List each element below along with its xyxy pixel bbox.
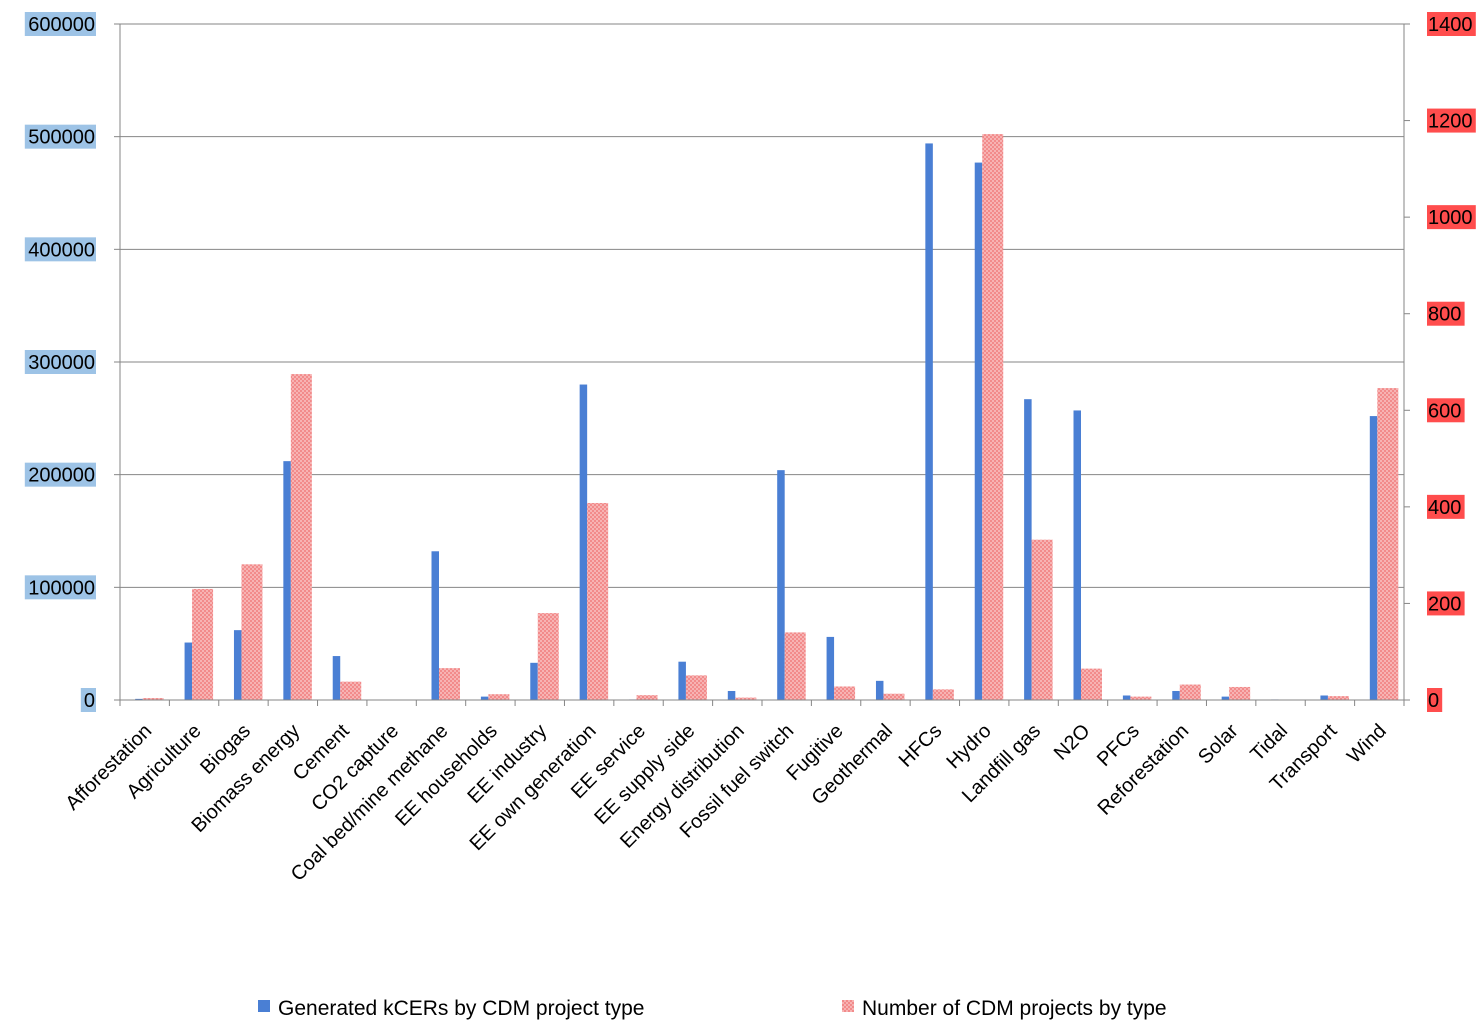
y-left-tick-label: 100000: [28, 577, 95, 599]
bar-projects: [1377, 388, 1399, 700]
axes: [114, 23, 1410, 706]
bar-kcers: [283, 461, 291, 700]
bar-kcers: [1172, 690, 1180, 700]
bar-projects: [932, 689, 954, 700]
y-right-tick-label: 1200: [1428, 111, 1473, 133]
bar-projects: [192, 588, 214, 700]
bar-projects: [1130, 696, 1152, 700]
y-right-tick-label: 0: [1428, 690, 1439, 712]
bar-projects: [241, 564, 263, 700]
bar-projects: [735, 697, 757, 700]
legend: Generated kCERs by CDM project type Numb…: [258, 997, 1167, 1020]
y-right-tick-label: 400: [1428, 497, 1461, 519]
y-left-tick-label: 400000: [28, 239, 95, 261]
bar-kcers: [1369, 416, 1378, 700]
y-right-tick-label: 1400: [1428, 14, 1473, 36]
bar-kcers: [875, 680, 884, 700]
y-right-tick-bg: [1427, 494, 1465, 519]
gridlines: [120, 23, 1404, 701]
bar-projects: [1327, 696, 1349, 700]
bar-projects: [834, 686, 856, 700]
y-left-tick-bg: [24, 350, 96, 374]
bar-projects: [1031, 539, 1053, 700]
y-left-tick-label: 600000: [28, 14, 95, 36]
bar-projects: [587, 502, 609, 700]
y-right-tick-bg: [1427, 398, 1465, 423]
y-right-tick-label: 200: [1428, 593, 1461, 615]
bar-projects: [290, 374, 312, 700]
bar-projects: [1229, 686, 1251, 700]
legend-label-projects: Number of CDM projects by type: [862, 997, 1167, 1020]
left-axis-ticks: 0 100000 200000 300000 400000 500000 600000: [24, 12, 96, 712]
category-label: Tidal: [1246, 720, 1292, 766]
legend-swatch-projects: [842, 1000, 854, 1012]
bar-kcers: [579, 384, 588, 700]
y-right-tick-label: 800: [1428, 304, 1461, 326]
y-left-tick-label: 300000: [28, 352, 95, 374]
bar-kcers: [184, 642, 193, 700]
y-right-tick-label: 1000: [1428, 207, 1473, 229]
bar-projects: [488, 694, 510, 700]
bar-kcers: [826, 636, 835, 700]
bar-projects: [439, 668, 460, 700]
bar-kcers: [431, 551, 439, 700]
y-right-tick-bg: [1427, 12, 1476, 36]
bar-kcers: [727, 690, 736, 700]
bar-kcers: [1024, 399, 1032, 700]
right-axis-ticks: 0 200 400 600 800 1000 1200 1400: [1427, 12, 1476, 712]
bar-kcers: [1320, 695, 1328, 700]
category-label: Wind: [1343, 720, 1391, 768]
bar-kcers: [925, 143, 933, 701]
legend-swatch-kcers: [258, 1000, 270, 1012]
bar-kcers: [777, 470, 785, 700]
y-right-tick-bg: [1427, 301, 1465, 326]
y-right-tick-bg: [1427, 205, 1476, 230]
y-right-tick-bg: [1427, 108, 1476, 133]
legend-label-kcers: Generated kCERs by CDM project type: [278, 997, 644, 1020]
y-left-tick-bg: [24, 462, 96, 487]
bar-projects: [982, 134, 1004, 700]
bar-projects: [784, 632, 806, 700]
bar-kcers: [480, 696, 489, 700]
bar-kcers: [135, 698, 143, 700]
category-label: Solar: [1194, 720, 1243, 769]
y-left-tick-bg: [80, 688, 96, 712]
bar-projects: [636, 695, 658, 700]
y-left-tick-bg: [24, 237, 96, 262]
bar-kcers: [1122, 695, 1131, 700]
bar-kcers: [233, 630, 242, 700]
bar-kcers: [974, 162, 983, 700]
y-left-tick-bg: [24, 12, 96, 36]
bars: [135, 134, 1399, 701]
bar-kcers: [678, 661, 686, 700]
y-left-tick-label: 0: [84, 690, 95, 712]
bar-projects: [685, 675, 707, 700]
category-label: HFCs: [895, 720, 947, 772]
bar-kcers: [1073, 410, 1081, 700]
bar-projects: [142, 698, 164, 700]
y-right-tick-label: 600: [1428, 400, 1461, 422]
y-left-tick-bg: [24, 124, 96, 149]
bar-kcers: [332, 656, 341, 700]
y-right-tick-bg: [1427, 688, 1443, 712]
category-label: N2O: [1050, 720, 1095, 765]
bar-kcers: [1221, 696, 1230, 700]
y-left-tick-bg: [24, 575, 96, 600]
bar-kcers: [530, 662, 538, 700]
y-left-tick-label: 500000: [28, 127, 95, 149]
bar-projects: [340, 681, 362, 700]
bar-projects: [883, 693, 905, 700]
bar-projects: [537, 613, 559, 700]
bar-projects: [1081, 668, 1102, 700]
y-left-tick-label: 200000: [28, 465, 95, 487]
y-right-tick-bg: [1427, 591, 1465, 616]
bar-projects: [1179, 684, 1201, 700]
